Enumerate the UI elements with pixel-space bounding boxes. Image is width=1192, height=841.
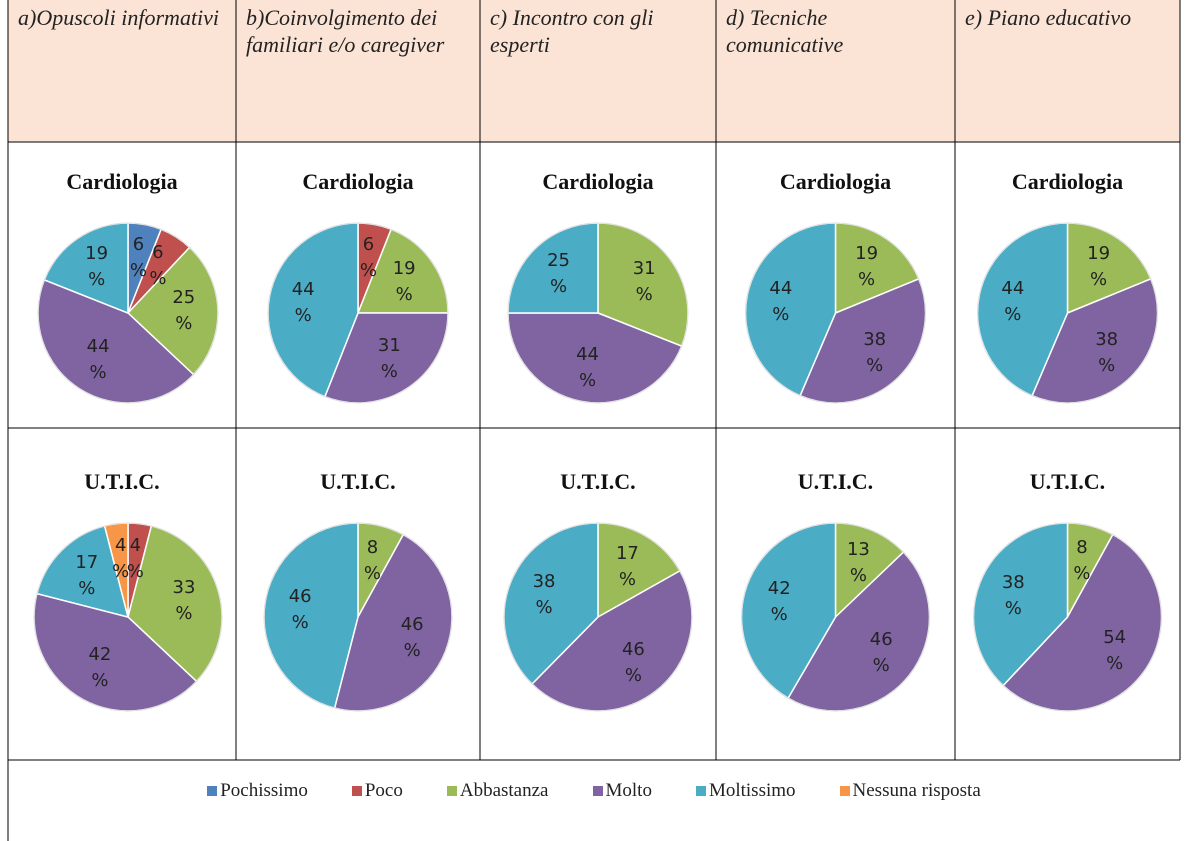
slice-label: 6 %: [129, 234, 147, 282]
legend-label: Poco: [364, 780, 403, 801]
slice-label: 8 %: [1073, 536, 1091, 584]
pie-outline: [37, 222, 219, 404]
slice-label: 46 %: [869, 629, 893, 677]
slice-label: 6 %: [149, 241, 167, 289]
slice-label: 38 %: [1001, 571, 1025, 619]
slice-label: 38 %: [863, 328, 887, 376]
column-header: d) Tecniche comunicative: [726, 5, 844, 57]
row-label: U.T.I.C.: [84, 469, 160, 494]
row-label: Cardiologia: [542, 169, 654, 194]
slice-label: 46 %: [288, 585, 312, 633]
legend-label: Abbastanza: [459, 780, 549, 801]
row-label: U.T.I.C.: [1029, 469, 1106, 494]
row-label: Cardiologia: [66, 169, 178, 194]
pie-outline: [507, 222, 689, 404]
slice-label: 6 %: [359, 234, 377, 282]
pie-outline: [741, 522, 930, 712]
slice-label: 17 %: [615, 542, 639, 590]
slice-label: 31 %: [377, 335, 401, 383]
slice-label: 17 %: [75, 551, 99, 599]
slice-label: 4 %: [126, 535, 144, 583]
slice-label: 44 %: [1001, 277, 1025, 325]
slice-label: 25 %: [547, 249, 570, 297]
slice-label: 33 %: [172, 576, 196, 624]
legend-label: Molto: [605, 780, 652, 801]
legend-swatch: [446, 786, 457, 796]
row-label: Cardiologia: [302, 169, 414, 194]
slice-label: 19 %: [855, 242, 879, 290]
legend-item: Nessuna risposta: [839, 780, 981, 802]
legend-label: Moltissimo: [708, 780, 796, 801]
slice-label: 19 %: [1087, 242, 1111, 290]
legend-swatch: [351, 786, 362, 796]
slice-label: 42 %: [767, 577, 791, 625]
slice-label: 46 %: [621, 639, 645, 687]
legend-item: Abbastanza: [446, 780, 549, 802]
pie-outline: [977, 222, 1158, 404]
slice-label: 44 %: [291, 278, 315, 326]
header-background: [8, 0, 1180, 142]
row-label: U.T.I.C.: [560, 469, 636, 494]
column-header: e) Piano educativo: [965, 5, 1132, 30]
slice-label: 25 %: [172, 287, 196, 335]
slice-label: 38 %: [1095, 328, 1119, 376]
legend-swatch: [839, 786, 850, 796]
pie-outline: [267, 222, 449, 404]
pie-outline: [503, 522, 693, 712]
column-header: c) Incontro con gli esperti: [490, 5, 654, 57]
row-label: U.T.I.C.: [320, 469, 396, 494]
slice-label: 54 %: [1103, 627, 1127, 675]
legend-item: Moltissimo: [695, 780, 796, 802]
row-label: U.T.I.C.: [797, 469, 874, 494]
row-label: Cardiologia: [779, 169, 892, 194]
pie-outline: [745, 222, 926, 404]
slice-label: 8 %: [363, 536, 382, 584]
legend-swatch: [695, 786, 706, 796]
slice-label: 46 %: [400, 614, 424, 662]
legend-swatch: [207, 786, 218, 796]
slice-label: 44 %: [86, 336, 110, 384]
slice-label: 4 %: [112, 535, 130, 583]
legend-item: Molto: [592, 780, 652, 802]
legend-label: Pochissimo: [220, 780, 308, 801]
row-label: Cardiologia: [1011, 169, 1124, 194]
pie-outline: [973, 522, 1162, 712]
legend-label: Nessuna risposta: [852, 780, 981, 801]
legend-swatch: [592, 786, 603, 796]
slice-label: 44 %: [576, 343, 599, 391]
slice-label: 44 %: [769, 277, 793, 325]
slice-label: 19 %: [392, 257, 416, 305]
slice-label: 19 %: [85, 242, 109, 290]
slice-label: 38 %: [532, 570, 556, 618]
legend-item: Pochissimo: [207, 780, 308, 802]
slice-label: 42 %: [88, 644, 112, 692]
slice-label: 13 %: [846, 539, 870, 587]
column-header: a)Opuscoli informativi: [18, 5, 220, 30]
pie-outline: [33, 522, 223, 712]
slice-label: 31 %: [632, 257, 656, 305]
legend: Pochissimo Poco Abbastanza Molto Moltissimo N…: [8, 780, 1180, 802]
column-header: b)Coinvolgimento dei familiari e/o careg…: [246, 5, 445, 57]
legend-item: Poco: [351, 780, 403, 802]
pie-outline: [263, 522, 453, 712]
